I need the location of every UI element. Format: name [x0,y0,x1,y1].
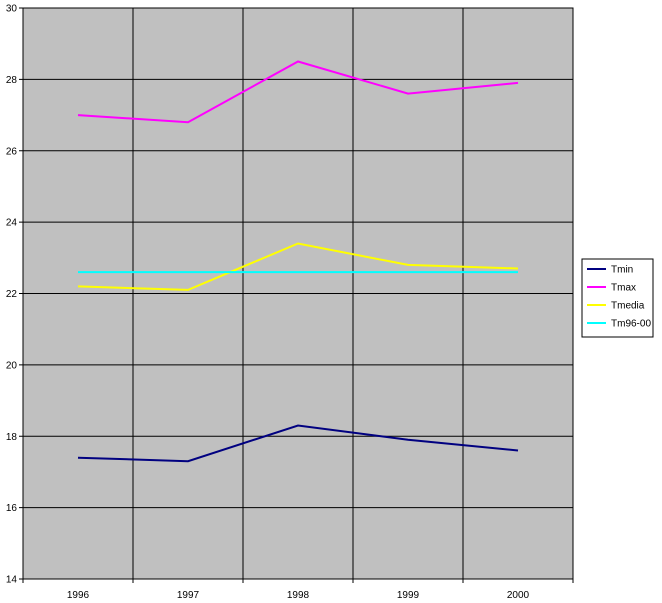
x-axis-tick-labels: 1996 1997 1998 1999 2000 [67,590,530,601]
series-lines [77,60,519,463]
legend: Tmin Tmax Tmedia Tm96-00 [581,258,654,338]
series-line-tmax [77,60,519,124]
y-tick-label: 30 [6,4,18,15]
y-tick-label: 20 [6,360,18,371]
x-tick-label: 1998 [287,590,310,601]
gridlines [19,7,574,583]
y-tick-label: 26 [6,146,18,157]
series-line-tmedia [77,242,519,291]
legend-label: Tmin [611,265,633,276]
y-tick-label: 14 [6,575,18,586]
legend-label: Tm96-00 [611,319,651,330]
series-line-tmin [77,424,519,463]
y-axis-tick-labels: 14 16 18 20 22 24 26 28 30 [6,4,18,586]
y-tick-label: 18 [6,432,18,443]
x-tick-label: 1999 [397,590,420,601]
legend-box [581,258,654,338]
y-tick-label: 24 [6,218,18,229]
legend-label: Tmedia [611,301,645,312]
y-tick-label: 22 [6,289,18,300]
y-tick-label: 28 [6,75,18,86]
x-tick-label: 1996 [67,590,90,601]
x-tick-label: 2000 [507,590,530,601]
x-tick-label: 1997 [177,590,200,601]
y-tick-label: 16 [6,503,18,514]
legend-label: Tmax [611,283,636,294]
